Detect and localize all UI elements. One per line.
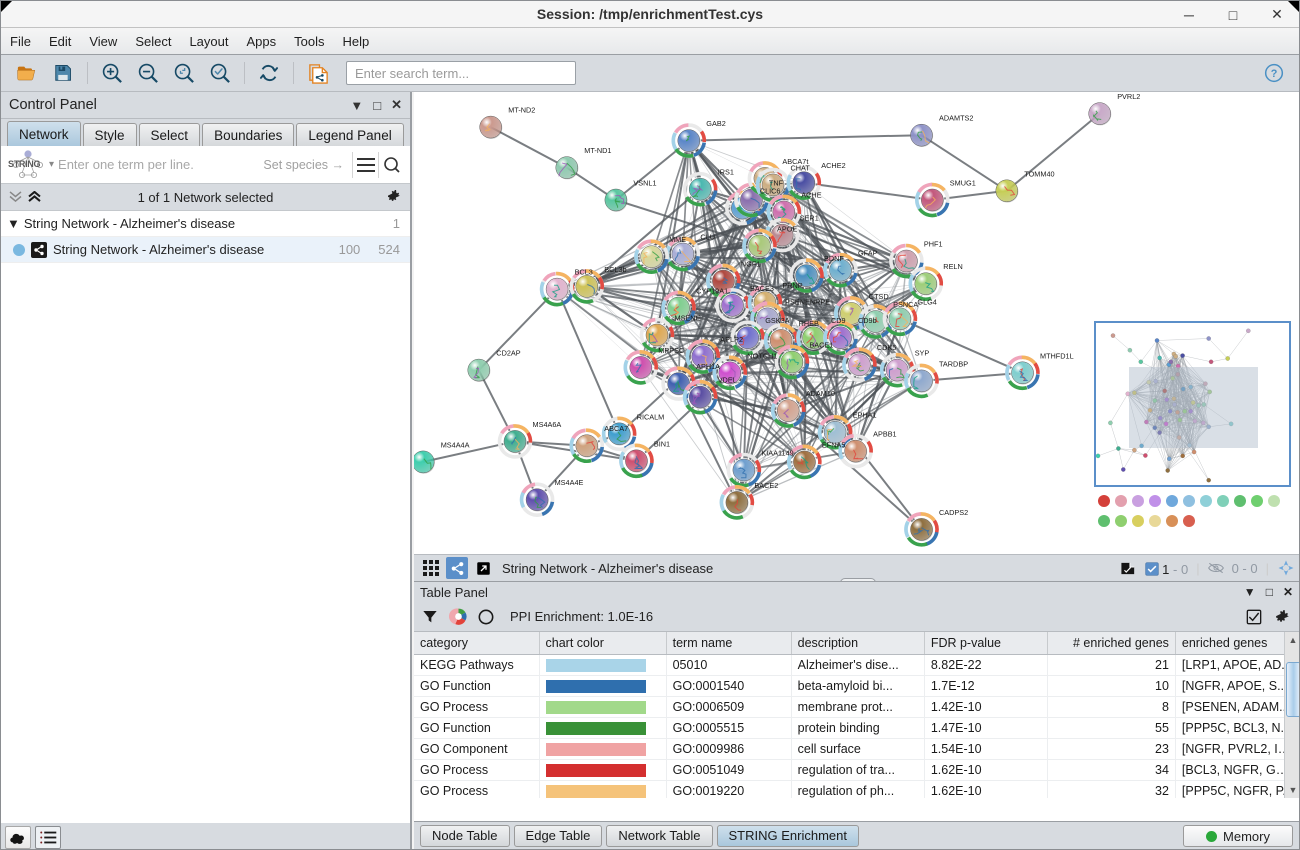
svg-text:RICALM: RICALM <box>637 412 665 421</box>
svg-text:MS4A6A: MS4A6A <box>533 420 562 429</box>
svg-text:CYP19A1: CYP19A1 <box>696 287 728 296</box>
svg-text:TARDBP: TARDBP <box>939 359 968 368</box>
svg-text:MSENE: MSENE <box>675 314 701 323</box>
svg-text:ACHE2: ACHE2 <box>821 161 845 170</box>
svg-text:EFNA5: EFNA5 <box>822 440 846 449</box>
svg-text:BIN1: BIN1 <box>654 439 670 448</box>
svg-text:CD2AP: CD2AP <box>496 349 520 358</box>
svg-text:BACE3: BACE3 <box>750 284 774 293</box>
svg-text:KIAA1149: KIAA1149 <box>761 449 793 458</box>
svg-text:ADAMTS2: ADAMTS2 <box>939 114 973 123</box>
svg-text:MS4A4A: MS4A4A <box>441 440 470 449</box>
svg-text:BDNF: BDNF <box>824 254 844 263</box>
svg-text:APH1A: APH1A <box>696 362 720 371</box>
svg-text:APOE: APOE <box>777 224 797 233</box>
svg-text:SMUG1: SMUG1 <box>950 179 976 188</box>
svg-text:CLU: CLU <box>700 233 715 242</box>
svg-text:VSNL1: VSNL1 <box>633 179 656 188</box>
svg-text:CD9b: CD9b <box>858 316 877 325</box>
svg-text:BACE1: BACE1 <box>809 341 833 350</box>
svg-text:BCL3b: BCL3b <box>604 265 626 274</box>
svg-text:MPPSC: MPPSC <box>658 346 684 355</box>
svg-text:MT-ND1: MT-ND1 <box>584 146 611 155</box>
svg-text:PSENENRPE: PSENENRPE <box>785 297 830 306</box>
svg-text:GFAP: GFAP <box>858 249 878 258</box>
svg-text:TNF: TNF <box>769 179 784 188</box>
svg-text:CADPS2: CADPS2 <box>939 508 968 517</box>
svg-text:SER1: SER1 <box>800 214 819 223</box>
svg-text:APLP2: APLP2 <box>720 335 743 344</box>
svg-text:ACHE: ACHE <box>801 190 821 199</box>
svg-text:PVRL2: PVRL2 <box>1117 92 1140 101</box>
svg-text:PHF1: PHF1 <box>924 240 943 249</box>
svg-text:VDEL: VDEL <box>718 376 737 385</box>
svg-text:BACE2: BACE2 <box>754 481 778 490</box>
svg-text:PSNCA: PSNCA <box>893 300 918 309</box>
svg-text:MTHFD1L: MTHFD1L <box>1040 351 1074 360</box>
svg-text:MT-ND2: MT-ND2 <box>508 106 535 115</box>
svg-text:EPHA1: EPHA1 <box>853 411 877 420</box>
svg-text:NGF1: NGF1 <box>741 260 760 269</box>
svg-text:PRNP: PRNP <box>782 281 802 290</box>
svg-text:IRS1: IRS1 <box>718 168 734 177</box>
svg-text:CHAT: CHAT <box>791 163 811 172</box>
svg-text:GLG4: GLG4 <box>917 297 936 306</box>
svg-text:TOMM40: TOMM40 <box>1024 169 1054 178</box>
svg-text:ABCA7: ABCA7 <box>604 424 628 433</box>
svg-text:?: ? <box>1271 68 1278 80</box>
svg-text:RELN: RELN <box>943 262 962 271</box>
svg-text:GSK3A: GSK3A <box>765 316 789 325</box>
svg-text:GAB2: GAB2 <box>706 119 725 128</box>
svg-text:CTSD: CTSD <box>869 292 889 301</box>
svg-text:MS4A4E: MS4A4E <box>555 478 584 487</box>
svg-text:MME: MME <box>669 235 686 244</box>
svg-text:APBB1: APBB1 <box>873 430 897 439</box>
svg-text:SYP: SYP <box>915 349 930 358</box>
svg-text:BCL3: BCL3 <box>575 268 593 277</box>
svg-text:CLIC6: CLIC6 <box>760 187 781 196</box>
svg-text:ADAM10: ADAM10 <box>806 389 835 398</box>
svg-text:NOTCH1: NOTCH1 <box>747 351 777 360</box>
svg-text:RHEB: RHEB <box>799 319 819 328</box>
svg-text:CDK5: CDK5 <box>877 343 896 352</box>
svg-text:CD9: CD9 <box>831 316 846 325</box>
